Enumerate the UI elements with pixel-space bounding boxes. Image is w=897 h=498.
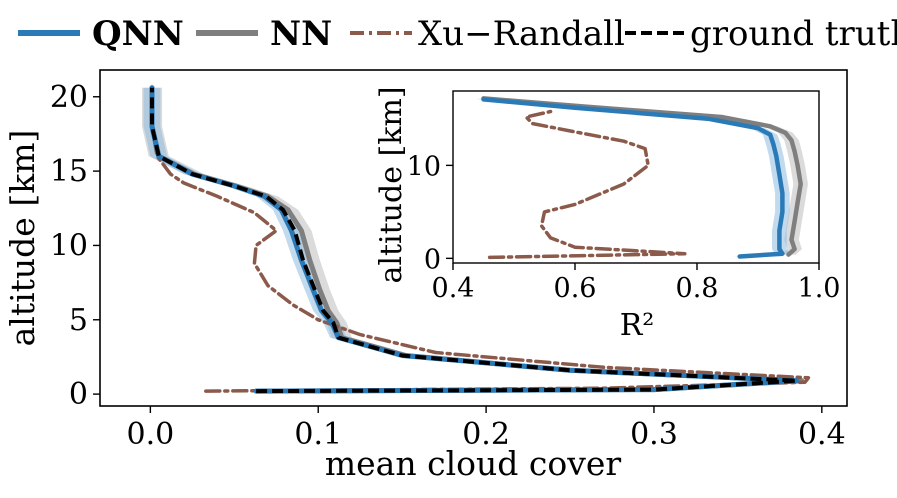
inset-x-ticks: 0.4 0.6 0.8 1.0 [432,263,841,304]
main-x-tick-label: 0.0 [127,417,175,452]
main-plot: 0.0 0.1 0.2 0.3 0.4 0 5 10 15 20 mean cloud cove… [3,69,848,483]
main-x-tick-label: 0.4 [798,417,846,452]
inset-plot-frame [452,90,820,264]
inset-plot-background [453,91,819,263]
legend-label-nn: NN [270,14,332,54]
main-y-ticks: 0 5 10 15 20 [50,80,100,412]
legend: QNN NN Xu−Randall ground truth [18,14,897,54]
inset-line-qnn [481,97,785,259]
inset-plot: 0.4 0.6 0.8 1.0 0 10 R² altitude [km] [374,86,840,343]
main-line-ground-truth [150,87,799,394]
main-x-tick-label: 0.2 [462,417,510,452]
inset-line-xu-randall [487,109,687,260]
main-y-tick-label: 10 [50,228,88,263]
legend-entry-ground-truth: ground truth [625,14,897,54]
main-y-axis-label: altitude [km] [3,130,42,347]
legend-entry-qnn: QNN [18,14,184,54]
inset-x-tick-label: 0.4 [432,273,475,304]
inset-x-axis-label: R² [620,308,655,343]
main-x-tick-label: 0.3 [630,417,678,452]
inset-line-nn [481,96,803,257]
main-y-tick-label: 15 [50,154,88,189]
inset-series-lines [481,96,803,260]
main-x-axis-label: mean cloud cover [325,444,622,483]
inset-y-tick-label: 0 [424,244,441,275]
legend-label-qnn: QNN [92,14,184,54]
legend-entry-xu-randall: Xu−Randall [350,14,625,54]
main-x-tick-label: 0.1 [294,417,342,452]
main-y-tick-label: 20 [50,80,88,115]
inset-x-tick-label: 1.0 [798,273,841,304]
inset-y-ticks: 0 10 [407,151,453,275]
main-plot-frame [99,69,848,407]
inset-y-axis-label: altitude [km] [374,86,409,283]
legend-label-xu-randall: Xu−Randall [418,14,625,54]
legend-label-ground-truth: ground truth [690,14,897,54]
main-series-lines [149,85,811,394]
main-line-xu-randall [150,86,811,393]
inset-y-tick-label: 10 [407,151,441,182]
inset-x-tick-label: 0.8 [676,273,719,304]
main-y-tick-label: 5 [69,303,88,338]
inset-x-tick-label: 0.6 [554,273,597,304]
main-x-ticks: 0.0 0.1 0.2 0.3 0.4 [127,406,846,452]
main-y-tick-label: 0 [69,377,88,412]
legend-entry-nn: NN [196,14,332,54]
